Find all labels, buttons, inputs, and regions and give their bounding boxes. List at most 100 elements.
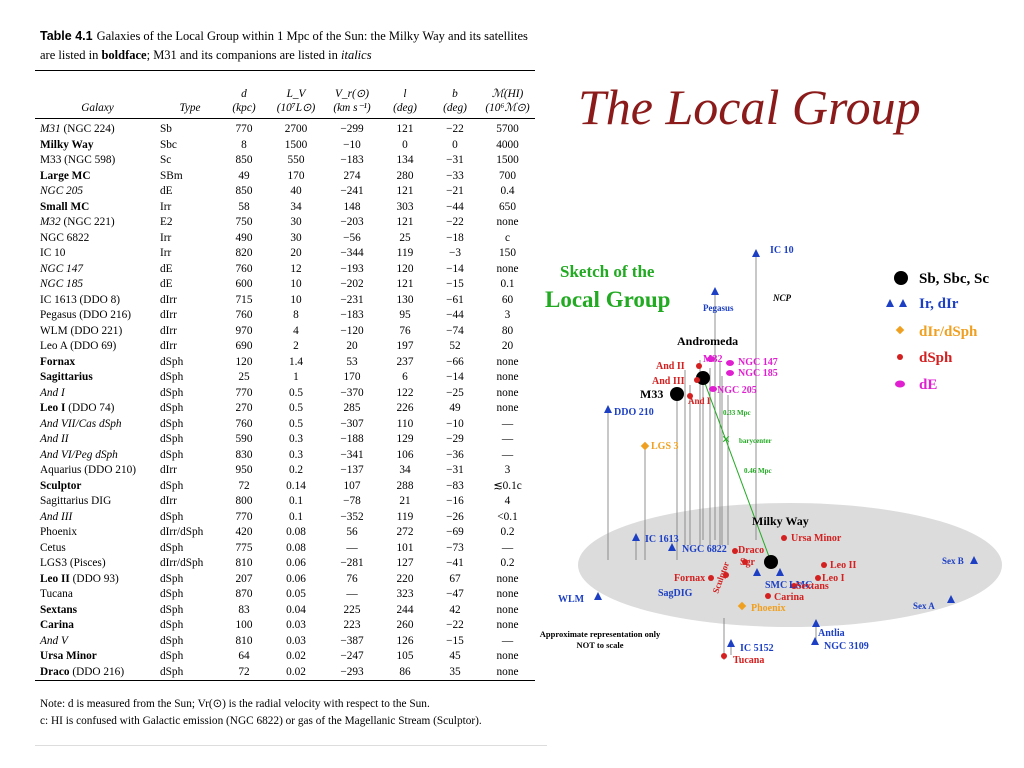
value-cell: 0.1 bbox=[288, 495, 304, 507]
galaxy-alias: (DDO 69) bbox=[70, 340, 117, 352]
value-cell: −33 bbox=[446, 169, 464, 182]
object-label: M33 bbox=[640, 387, 663, 401]
object-label: Leo I bbox=[822, 573, 845, 584]
column-header: L_V (10⁷L⊙) bbox=[268, 71, 324, 119]
header-unit: (10⁷L⊙) bbox=[276, 102, 316, 114]
value-cell: −18 bbox=[446, 231, 464, 244]
type-cell: dSph bbox=[160, 433, 184, 445]
header-label: Type bbox=[179, 102, 201, 114]
dsph-marker bbox=[687, 393, 693, 399]
table-row: Pegasus (DDO 216) dIrr 760 8 −183 95 −44 3 bbox=[35, 308, 535, 324]
galaxy-cell: Milky Way bbox=[35, 138, 160, 154]
value-cell: −41 bbox=[446, 557, 464, 569]
type-cell: dIrr bbox=[160, 464, 177, 476]
object-label: Leo II bbox=[830, 560, 857, 571]
irregular-marker bbox=[632, 533, 640, 541]
table-row: Small MC Irr 58 34 148 303 −44 650 bbox=[35, 200, 535, 216]
object-label: Antlia bbox=[818, 628, 845, 639]
galaxy-name: Small MC bbox=[40, 200, 90, 213]
value-cell: 0.05 bbox=[286, 588, 306, 600]
value-cell: −352 bbox=[340, 510, 364, 523]
value-cell: 25 bbox=[399, 231, 411, 244]
value-cell: 100 bbox=[235, 619, 253, 631]
object-label: NGC 185 bbox=[738, 368, 778, 379]
column-header: Type bbox=[160, 71, 220, 119]
value-cell: 270 bbox=[235, 402, 253, 414]
galaxy-alias: (Pisces) bbox=[69, 557, 106, 569]
value-cell: 244 bbox=[396, 603, 414, 616]
type-cell: dSph bbox=[160, 619, 184, 631]
column-header: V_r(⊙) (km s⁻¹) bbox=[324, 71, 380, 119]
value-cell: −183 bbox=[340, 154, 364, 166]
table-row: Draco (DDO 216) dSph 72 0.02 −293 86 35 none bbox=[35, 664, 535, 681]
value-cell: 1500 bbox=[496, 154, 519, 166]
value-cell: 750 bbox=[235, 216, 253, 228]
galaxy-name: NGC 147 bbox=[40, 262, 83, 275]
galaxy-cell: Ursa Minor bbox=[35, 649, 160, 665]
note: c: HI is confused with Galactic emission… bbox=[40, 715, 482, 727]
value-cell: 0.5 bbox=[288, 386, 304, 399]
value-cell: 650 bbox=[499, 200, 516, 213]
value-cell: none bbox=[496, 572, 519, 585]
value-cell: −26 bbox=[446, 510, 464, 523]
type-cell: dE bbox=[160, 185, 173, 197]
galaxy-cell: And VI/Peg dSph bbox=[35, 448, 160, 464]
type-cell: dIrr bbox=[160, 324, 177, 337]
table-row: M33 (NGC 598) Sc 850 550 −183 134 −31 1500 bbox=[35, 153, 535, 169]
slide-title: The Local Group bbox=[578, 79, 921, 135]
value-cell: −120 bbox=[340, 324, 364, 337]
value-cell: 420 bbox=[235, 526, 253, 538]
value-cell: 272 bbox=[396, 526, 414, 538]
object-label: NGC 3109 bbox=[824, 641, 869, 652]
value-cell: 105 bbox=[396, 650, 414, 662]
galaxy-name: Sextans bbox=[40, 603, 78, 616]
separator bbox=[35, 745, 547, 746]
galaxy-cell: Leo I (DDO 74) bbox=[35, 401, 160, 417]
note: Note: d is measured from the Sun; Vr(⊙) … bbox=[40, 698, 430, 710]
value-cell: 800 bbox=[235, 495, 253, 507]
value-cell: — bbox=[501, 433, 514, 445]
spiral-marker bbox=[670, 387, 684, 401]
galaxy-name: Cetus bbox=[40, 541, 66, 554]
value-cell: none bbox=[496, 619, 519, 631]
value-cell: none bbox=[496, 371, 519, 383]
value-cell: 0.5 bbox=[288, 402, 304, 414]
value-cell: none bbox=[496, 588, 519, 600]
type-cell: dSph bbox=[160, 402, 184, 414]
value-cell: 25 bbox=[238, 371, 250, 383]
value-cell: 0.02 bbox=[268, 664, 324, 681]
value-cell: −293 bbox=[324, 664, 380, 681]
galaxy-cell: NGC 185 bbox=[35, 277, 160, 293]
object-label: 0.46 Mpc bbox=[744, 467, 772, 475]
table-row: And II dSph 590 0.3 −188 129 −29 — bbox=[35, 432, 535, 448]
value-cell: 197 bbox=[396, 340, 414, 352]
value-cell: 225 bbox=[343, 603, 361, 616]
value-cell: 700 bbox=[499, 169, 516, 182]
value-cell: — bbox=[346, 588, 358, 600]
table-row: Ursa Minor dSph 64 0.02 −247 105 45 none bbox=[35, 649, 535, 665]
value-cell: 20 bbox=[346, 340, 358, 352]
value-cell: 8 bbox=[293, 309, 299, 321]
value-cell: 715 bbox=[235, 293, 253, 306]
table-row: Sextans dSph 83 0.04 225 244 42 none bbox=[35, 603, 535, 619]
object-label: M32 bbox=[703, 354, 722, 365]
column-header: Galaxy bbox=[35, 71, 160, 119]
header-unit: (10⁶ℳ⊙) bbox=[485, 102, 530, 114]
galaxy-cell: Sagittarius bbox=[35, 370, 160, 386]
object-label: IC 5152 bbox=[740, 643, 774, 654]
galaxy-table: Galaxy Type d (kpc) L_V (10⁷L⊙) V_r(⊙) (km s⁻¹)… bbox=[35, 70, 535, 681]
value-cell: −69 bbox=[446, 526, 464, 538]
galaxy-name: M32 bbox=[40, 216, 61, 228]
type-cell: dSph bbox=[160, 510, 184, 523]
value-cell: −15 bbox=[446, 278, 464, 290]
galaxy-name: And VI/Peg dSph bbox=[40, 448, 118, 461]
dsph-marker bbox=[765, 593, 771, 599]
value-cell: 76 bbox=[399, 324, 411, 337]
value-cell: −281 bbox=[340, 557, 364, 569]
table-row: IC 10 Irr 820 20 −344 119 −3 150 bbox=[35, 246, 535, 262]
header-unit: (deg) bbox=[443, 102, 467, 114]
galaxy-cell: Cetus bbox=[35, 541, 160, 557]
value-cell: 110 bbox=[396, 417, 414, 430]
value-cell: 121 bbox=[396, 185, 414, 197]
sketch-title: Local Group bbox=[545, 287, 670, 312]
